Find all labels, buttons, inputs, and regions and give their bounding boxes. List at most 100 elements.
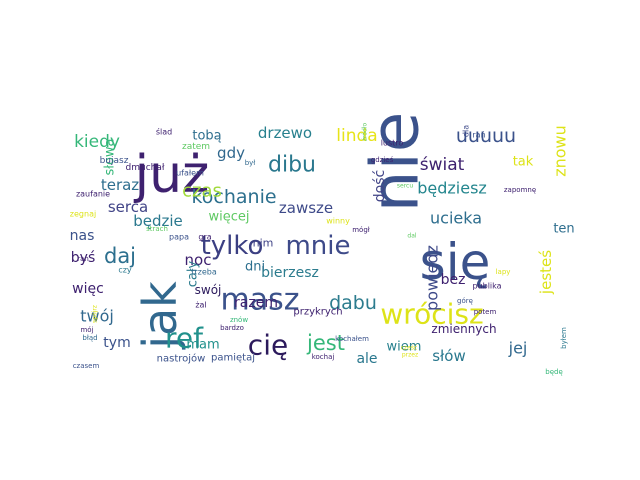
cloud-word: pamiętaj (211, 353, 255, 364)
cloud-word: daj (104, 244, 136, 268)
cloud-word: bierzesz (261, 265, 319, 281)
cloud-word: byłem (560, 327, 568, 349)
cloud-word: linda (336, 126, 377, 146)
cloud-word: winny (326, 217, 350, 226)
cloud-word: powiedz (423, 245, 442, 311)
cloud-word: zapomnę (504, 186, 536, 194)
cloud-word: źródło (362, 123, 369, 142)
cloud-word: gra (198, 233, 211, 242)
cloud-word: cię (248, 329, 288, 362)
cloud-word: błąd (82, 334, 97, 342)
cloud-word: mój (80, 326, 93, 334)
cloud-word: spójrz (92, 305, 99, 323)
cloud-word: drzewo (258, 124, 312, 142)
cloud-word: sercu (397, 183, 413, 190)
cloud-word: cały (186, 260, 201, 287)
cloud-word: dmuchał (126, 163, 165, 173)
cloud-word: dibu (268, 153, 316, 178)
cloud-word: ufałem (176, 169, 204, 178)
cloud-word: wiem (387, 340, 422, 355)
cloud-word: słów (432, 347, 466, 365)
cloud-word: potem (474, 308, 497, 316)
cloud-word: zegnaj (70, 210, 96, 219)
cloud-word: zawsze (279, 199, 333, 217)
cloud-word: ślad (156, 127, 172, 137)
cloud-word: jesteś (537, 250, 555, 295)
cloud-word: dabu (329, 292, 377, 314)
cloud-word: więc (72, 281, 104, 297)
cloud-word: świat (420, 155, 465, 175)
cloud-word: razem (234, 295, 278, 311)
cloud-word: przez (402, 352, 418, 359)
cloud-word: nastrojów (157, 353, 206, 365)
cloud-word: mógł (352, 226, 370, 234)
cloud-word: masz (221, 283, 300, 318)
cloud-word: ref (165, 322, 204, 355)
cloud-word: się (420, 233, 491, 291)
cloud-word: kiedy (74, 132, 120, 152)
cloud-word: znowu (551, 125, 570, 177)
cloud-word: tak (513, 155, 534, 170)
cloud-word: kochaj (312, 353, 335, 361)
cloud-word: strach (146, 225, 168, 233)
cloud-word: czas (182, 181, 222, 202)
cloud-word: swój (195, 283, 222, 297)
cloud-word: jak (133, 281, 187, 350)
cloud-word: twój (80, 307, 114, 326)
cloud-word: będę (545, 368, 563, 376)
cloud-word: tym (103, 335, 130, 351)
cloud-word: żal (195, 301, 206, 310)
cloud-word: jej (508, 339, 528, 358)
cloud-word: był (245, 159, 256, 167)
cloud-word: jest (306, 331, 345, 355)
cloud-word: ucieka (430, 209, 482, 228)
cloud-word: mam (186, 338, 219, 353)
cloud-word: ale (356, 351, 377, 367)
cloud-word: przykrych (293, 307, 342, 318)
cloud-word: lustro (381, 139, 404, 148)
cloud-word: lapy (496, 268, 511, 276)
cloud-word: kochałem (335, 335, 369, 343)
cloud-word: tylko (201, 231, 264, 261)
cloud-word: będziesz (417, 179, 487, 198)
cloud-word: nim (253, 237, 274, 250)
cloud-word: uuuuu (456, 125, 516, 147)
cloud-word: dni (245, 260, 265, 275)
cloud-word: górę (457, 297, 473, 305)
cloud-word: czy (118, 266, 132, 275)
cloud-word: dość (372, 170, 388, 202)
cloud-word: zaufanie (76, 190, 110, 199)
cloud-word: znów (230, 316, 248, 324)
cloud-word: nas (70, 228, 95, 244)
cloud-word: dla (462, 125, 471, 137)
cloud-word: publika (472, 282, 501, 291)
cloud-word: więcej (209, 210, 250, 225)
cloud-word: ten (553, 222, 574, 237)
cloud-word: nie (357, 112, 434, 213)
cloud-word: słowa (103, 138, 118, 175)
cloud-word: byś (71, 250, 95, 266)
cloud-word: cześć (401, 345, 418, 352)
cloud-word: tobą (192, 129, 221, 144)
cloud-word: gdy (217, 144, 245, 162)
cloud-word: papa (169, 233, 189, 242)
cloud-word: dal (407, 233, 416, 240)
cloud-word: będzie (133, 212, 183, 230)
cloud-word: gdzieś (371, 156, 394, 164)
cloud-word: zatem (182, 142, 210, 152)
cloud-word: kochanie (191, 186, 276, 208)
cloud-word: ran (77, 255, 89, 263)
cloud-word: wrócisz (380, 298, 483, 331)
cloud-word: serca (108, 198, 148, 216)
cloud-word: rań (472, 131, 485, 140)
cloud-word: trzeba (191, 268, 217, 277)
cloud-word: czasem (73, 362, 100, 370)
cloud-word: noc (185, 251, 212, 269)
cloud-word: mnie (285, 231, 350, 261)
cloud-word: bez (441, 272, 466, 288)
cloud-word: bardzo (220, 324, 244, 332)
cloud-word: zmiennych (431, 322, 496, 336)
cloud-word: teraz (101, 176, 139, 194)
cloud-word: bujasz (100, 156, 129, 166)
